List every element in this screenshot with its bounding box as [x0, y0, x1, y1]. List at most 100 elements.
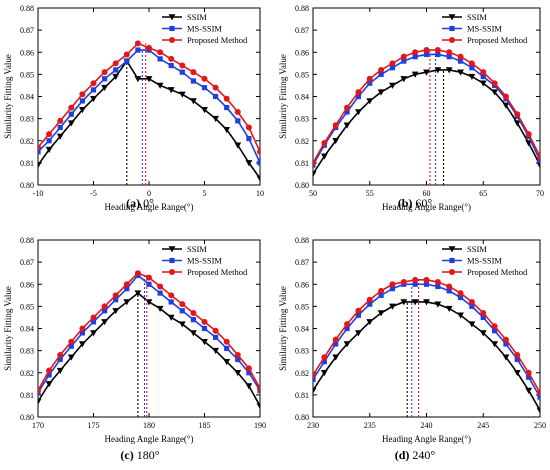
legend-entry: SSIM	[467, 244, 487, 254]
x-tick-label: 55	[366, 189, 374, 198]
data-point	[79, 107, 86, 114]
data-point	[134, 76, 142, 83]
data-point	[213, 334, 219, 340]
data-point	[537, 153, 540, 160]
data-point	[235, 356, 241, 363]
y-axis-label: Similarity Fitting Value	[3, 286, 13, 371]
data-point	[234, 108, 241, 115]
data-point	[38, 387, 41, 394]
data-point	[101, 84, 108, 92]
data-point	[224, 104, 230, 111]
y-tick-label: 0.88	[295, 4, 309, 13]
data-point	[366, 296, 373, 303]
series-line	[38, 274, 260, 394]
data-point	[79, 341, 86, 348]
y-tick-label: 0.80	[20, 181, 34, 190]
x-tick-label: 10	[256, 189, 264, 198]
data-point	[179, 62, 186, 69]
data-point	[457, 53, 464, 60]
legend-marker	[449, 25, 455, 32]
y-tick-label: 0.81	[295, 159, 309, 168]
x-tick-label: 170	[32, 421, 44, 430]
data-point	[46, 367, 53, 374]
y-tick-label: 0.84	[20, 325, 34, 334]
data-point	[333, 341, 339, 347]
data-point	[377, 310, 385, 317]
data-point	[479, 80, 487, 87]
legend-marker	[169, 257, 175, 264]
y-tick-label: 0.82	[295, 137, 309, 146]
data-point	[411, 299, 419, 306]
x-tick-label: 60	[423, 189, 431, 198]
data-point	[435, 283, 441, 290]
data-point	[56, 133, 64, 140]
y-tick-label: 0.83	[295, 115, 309, 124]
data-point	[313, 376, 316, 382]
chart-panel-3: 0.80 0.81 0.82 0.83 0.84 0.85 0.86 0.87 0.88 170 1…	[3, 236, 266, 444]
data-point	[446, 288, 452, 294]
data-point	[213, 93, 219, 100]
legend-marker	[169, 37, 175, 43]
data-point	[320, 153, 328, 160]
caption-d-label: (d)	[394, 448, 410, 462]
data-point	[468, 73, 476, 80]
data-point	[179, 301, 186, 308]
data-point	[536, 162, 540, 169]
data-point	[168, 55, 175, 62]
data-point	[79, 325, 86, 332]
x-tick-label: 180	[143, 421, 155, 430]
data-point	[112, 60, 119, 67]
data-point	[212, 84, 219, 91]
y-tick-label: 0.80	[295, 413, 309, 422]
data-point	[79, 91, 86, 98]
data-point	[423, 51, 430, 58]
data-point	[457, 69, 464, 76]
data-point	[45, 146, 53, 153]
data-point	[201, 85, 208, 91]
data-point	[480, 310, 487, 317]
caption-b-label: (b)	[397, 196, 413, 210]
data-point	[190, 78, 196, 84]
data-point	[134, 290, 142, 297]
series-ssim	[313, 299, 540, 417]
x-tick-label: 230	[307, 421, 319, 430]
data-point	[502, 102, 510, 109]
data-point	[446, 49, 453, 56]
data-point	[434, 67, 442, 74]
data-point	[446, 283, 453, 290]
data-point	[223, 338, 230, 345]
legend-marker	[169, 25, 175, 32]
data-point	[320, 370, 328, 377]
data-point	[367, 301, 373, 307]
legend-marker	[449, 37, 455, 43]
y-tick-label: 0.86	[20, 280, 34, 289]
data-point	[245, 160, 253, 167]
data-point	[321, 359, 327, 365]
x-axis-label: Heading Angle Range(°)	[382, 202, 471, 212]
data-point	[412, 54, 418, 60]
data-point	[446, 54, 452, 60]
data-point	[212, 347, 219, 355]
data-point	[112, 308, 120, 315]
caption-a: (a) 0°	[70, 196, 210, 211]
data-point	[480, 69, 487, 76]
x-axis-label: Heading Angle Range(°)	[382, 434, 471, 444]
data-point	[190, 69, 197, 76]
data-point	[45, 381, 53, 388]
y-axis-label: Similarity Fitting Value	[278, 286, 288, 371]
legend-marker	[449, 269, 455, 275]
data-point	[457, 312, 464, 319]
data-point	[492, 328, 498, 334]
y-tick-label: 0.85	[20, 70, 34, 79]
legend-entry: SSIM	[187, 244, 207, 254]
data-point	[167, 314, 175, 321]
data-point	[514, 111, 521, 118]
data-point	[367, 80, 373, 86]
data-point	[537, 394, 540, 400]
y-tick-label: 0.82	[20, 369, 34, 378]
data-point	[90, 95, 97, 103]
y-axis-label: Similarity Fitting Value	[278, 54, 288, 139]
data-point	[344, 104, 351, 111]
y-tick-label: 0.85	[295, 70, 309, 79]
data-point	[67, 354, 75, 361]
